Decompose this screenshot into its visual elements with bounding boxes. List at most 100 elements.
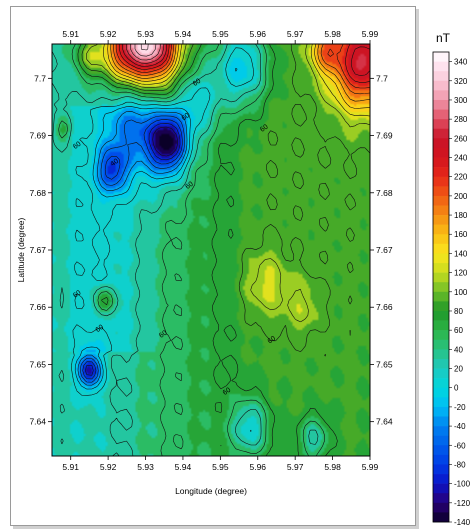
contour-path — [51, 43, 371, 457]
y-ticks-right: 7.7 7.69 7.68 7.67 7.66 7.65 7.64 — [370, 73, 393, 427]
x-tick-label-top: 5.98 — [324, 29, 341, 39]
colorbar-swatch — [433, 263, 449, 273]
x-tick-label-bottom: 5.97 — [287, 462, 304, 472]
colorbar-swatch — [433, 234, 449, 245]
x-tick-label-bottom: 5.95 — [212, 462, 229, 472]
colorbar-label: 0 — [454, 384, 459, 393]
contour-label: 60 — [72, 141, 82, 151]
colorbar-swatch — [433, 464, 449, 475]
colorbar-label: -60 — [454, 441, 466, 450]
colorbar-label: 160 — [454, 230, 468, 239]
colorbar-swatch — [433, 253, 449, 264]
x-tick-label-bottom: 5.91 — [62, 462, 79, 472]
colorbar-swatch — [433, 61, 449, 72]
colorbar-swatch — [433, 339, 449, 350]
colorbar-label: -120 — [454, 499, 471, 508]
colorbar-swatch — [433, 445, 449, 456]
colorbar-swatch — [433, 138, 449, 149]
x-ticks-top: 5.91 5.92 5.93 5.94 5.95 5.96 5.97 5.98 5.99 — [62, 29, 379, 44]
x-tick-label-bottom: 5.92 — [100, 462, 117, 472]
x-tick-label-top: 5.91 — [62, 29, 79, 39]
colorbar-label: 60 — [454, 326, 463, 335]
colorbar-swatch — [433, 502, 449, 513]
colorbar-swatch — [433, 378, 449, 389]
x-axis-label: Longitude (degree) — [175, 486, 247, 496]
colorbar-swatch — [433, 119, 449, 130]
y-tick-label-left: 7.7 — [34, 73, 46, 83]
colorbar-label: 320 — [454, 77, 468, 86]
x-tick-label-bottom: 5.98 — [324, 462, 341, 472]
colorbar-swatch — [433, 109, 449, 120]
y-tick-label-left: 7.65 — [29, 359, 46, 369]
colorbar-swatch — [433, 215, 449, 225]
x-tick-label-bottom: 5.93 — [137, 462, 154, 472]
colorbar-swatch — [433, 195, 449, 206]
y-tick-label-left: 7.66 — [29, 302, 46, 312]
contour-label: 60 — [95, 324, 105, 334]
colorbar-swatch — [433, 205, 449, 216]
x-tick-label-bottom: 5.94 — [175, 462, 192, 472]
y-tick-label-left: 7.68 — [29, 188, 46, 198]
colorbar-label: 140 — [454, 249, 468, 258]
colorbar-swatch — [433, 397, 449, 408]
x-tick-label-bottom: 5.96 — [249, 462, 266, 472]
colorbar-swatch — [433, 128, 449, 139]
colorbar-border — [432, 51, 450, 523]
colorbar-swatch — [433, 493, 449, 504]
contour-label: 60 — [184, 181, 194, 191]
colorbar-label: 260 — [454, 134, 468, 143]
y-tick-label-right: 7.64 — [376, 417, 393, 427]
contour-label: 60 — [72, 289, 82, 299]
colorbar-swatch — [433, 157, 449, 168]
x-ticks-bottom: 5.91 5.92 5.93 5.94 5.95 5.96 5.97 5.98 5.99 — [62, 456, 379, 472]
colorbar-label: 240 — [454, 154, 468, 163]
x-tick-label-top: 5.93 — [137, 29, 154, 39]
colorbar-label: -80 — [454, 460, 466, 469]
colorbar-swatch — [433, 272, 449, 283]
colorbar-label: 280 — [454, 115, 468, 124]
contour-fill — [52, 44, 370, 456]
contour-label: 60 — [222, 387, 232, 397]
colorbar-swatch — [433, 387, 449, 398]
colorbar-swatch — [433, 224, 449, 235]
contour-label: 60 — [158, 329, 168, 339]
colorbar-swatch — [433, 426, 449, 436]
colorbar: 3403203002802602402202001801601401201008… — [432, 51, 471, 527]
colorbar-label: -100 — [454, 480, 471, 489]
colorbar-unit: nT — [436, 31, 451, 45]
colorbar-swatch — [433, 416, 449, 427]
colorbar-label: 200 — [454, 192, 468, 201]
colorbar-swatch — [433, 474, 449, 484]
y-tick-label-right: 7.7 — [376, 73, 388, 83]
colorbar-swatch — [433, 147, 449, 158]
colorbar-swatch — [433, 368, 449, 379]
colorbar-label: -20 — [454, 403, 466, 412]
colorbar-swatch — [433, 330, 449, 341]
colorbar-label: 20 — [454, 365, 463, 374]
colorbar-label: 300 — [454, 96, 468, 105]
contour-label: 60 — [267, 335, 277, 345]
y-tick-label-left: 7.64 — [29, 417, 46, 427]
colorbar-label: 180 — [454, 211, 468, 220]
contour-label: 60 — [192, 78, 202, 88]
x-tick-label-top: 5.97 — [287, 29, 304, 39]
colorbar-swatch — [433, 243, 449, 254]
colorbar-swatch — [433, 282, 449, 293]
colorbar-swatch — [433, 358, 449, 369]
colorbar-label: 80 — [454, 307, 463, 316]
colorbar-swatch — [433, 176, 449, 187]
y-ticks-left: 7.7 7.69 7.68 7.67 7.66 7.65 7.64 — [29, 73, 52, 427]
x-tick-label-top: 5.96 — [249, 29, 266, 39]
contour-label: 60 — [259, 123, 269, 133]
colorbar-swatch — [433, 406, 449, 417]
colorbar-swatch — [433, 320, 449, 331]
colorbar-label: 340 — [454, 58, 468, 67]
colorbar-swatch — [433, 310, 449, 321]
colorbar-swatch — [433, 291, 449, 302]
colorbar-swatch — [433, 435, 449, 446]
colorbar-swatch — [433, 80, 449, 91]
y-tick-label-right: 7.66 — [376, 302, 393, 312]
x-tick-label-top: 5.95 — [212, 29, 229, 39]
colorbar-label: 120 — [454, 269, 468, 278]
colorbar-label: 100 — [454, 288, 468, 297]
